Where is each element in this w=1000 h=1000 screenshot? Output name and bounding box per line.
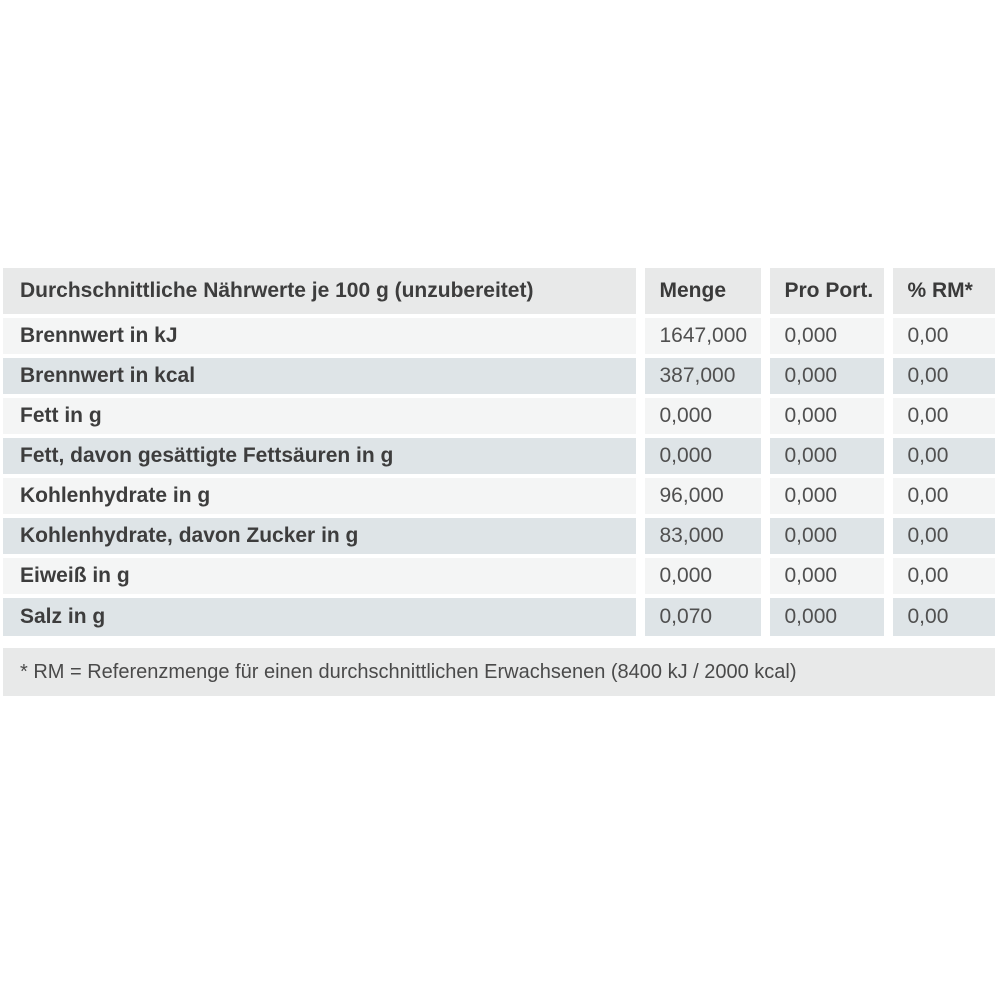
table-row: Eiweiß in g 0,000 0,000 0,00	[3, 556, 995, 596]
table-row: Kohlenhydrate, davon Zucker in g 83,000 …	[3, 516, 995, 556]
rm-footnote: * RM = Referenzmenge für einen durchschn…	[3, 648, 995, 696]
nutrient-label: Kohlenhydrate, davon Zucker in g	[20, 524, 359, 547]
rm-value: 0,00	[883, 476, 995, 516]
rm-value: 0,00	[883, 556, 995, 596]
pro-port-value: 0,000	[760, 596, 888, 636]
nutrient-label: Brennwert in kJ	[20, 324, 178, 347]
menge-value: 0,070	[635, 596, 765, 636]
rm-value: 0,00	[883, 596, 995, 636]
menge-value: 0,000	[635, 396, 765, 436]
table-header-row: Durchschnittliche Nährwerte je 100 g (un…	[3, 268, 995, 316]
pro-port-value: 0,000	[760, 516, 888, 556]
nutrient-label: Kohlenhydrate in g	[20, 484, 211, 507]
table-row: Brennwert in kcal 387,000 0,000 0,00	[3, 356, 995, 396]
pro-port-value: 0,000	[760, 356, 888, 396]
column-header-nutrients: Durchschnittliche Nährwerte je 100 g (un…	[20, 279, 534, 302]
table-body: Brennwert in kJ 1647,000 0,000 0,00 Bren…	[3, 316, 995, 636]
nutrient-label: Brennwert in kcal	[20, 364, 196, 387]
rm-value: 0,00	[883, 356, 995, 396]
pro-port-value: 0,000	[760, 556, 888, 596]
menge-value: 1647,000	[635, 316, 765, 356]
table-row: Brennwert in kJ 1647,000 0,000 0,00	[3, 316, 995, 356]
rm-value: 0,00	[883, 516, 995, 556]
column-header-rm: % RM*	[883, 268, 995, 316]
nutrient-label: Salz in g	[20, 605, 106, 628]
table-row: Kohlenhydrate in g 96,000 0,000 0,00	[3, 476, 995, 516]
nutrient-label: Fett, davon gesättigte Fettsäuren in g	[20, 444, 394, 467]
rm-value: 0,00	[883, 396, 995, 436]
column-header-pro-port: Pro Port.	[760, 268, 888, 316]
menge-value: 0,000	[635, 436, 765, 476]
pro-port-value: 0,000	[760, 316, 888, 356]
menge-value: 0,000	[635, 556, 765, 596]
menge-value: 96,000	[635, 476, 765, 516]
menge-value: 83,000	[635, 516, 765, 556]
pro-port-value: 0,000	[760, 436, 888, 476]
rm-value: 0,00	[883, 436, 995, 476]
nutrient-label: Eiweiß in g	[20, 564, 130, 587]
menge-value: 387,000	[635, 356, 765, 396]
table-row: Fett in g 0,000 0,000 0,00	[3, 396, 995, 436]
column-header-menge: Menge	[635, 268, 765, 316]
nutrition-table: Durchschnittliche Nährwerte je 100 g (un…	[3, 268, 995, 636]
nutrient-label: Fett in g	[20, 404, 102, 427]
nutrition-table-section: Durchschnittliche Nährwerte je 100 g (un…	[3, 268, 995, 696]
pro-port-value: 0,000	[760, 476, 888, 516]
pro-port-value: 0,000	[760, 396, 888, 436]
rm-value: 0,00	[883, 316, 995, 356]
table-row: Salz in g 0,070 0,000 0,00	[3, 596, 995, 636]
table-row: Fett, davon gesättigte Fettsäuren in g 0…	[3, 436, 995, 476]
